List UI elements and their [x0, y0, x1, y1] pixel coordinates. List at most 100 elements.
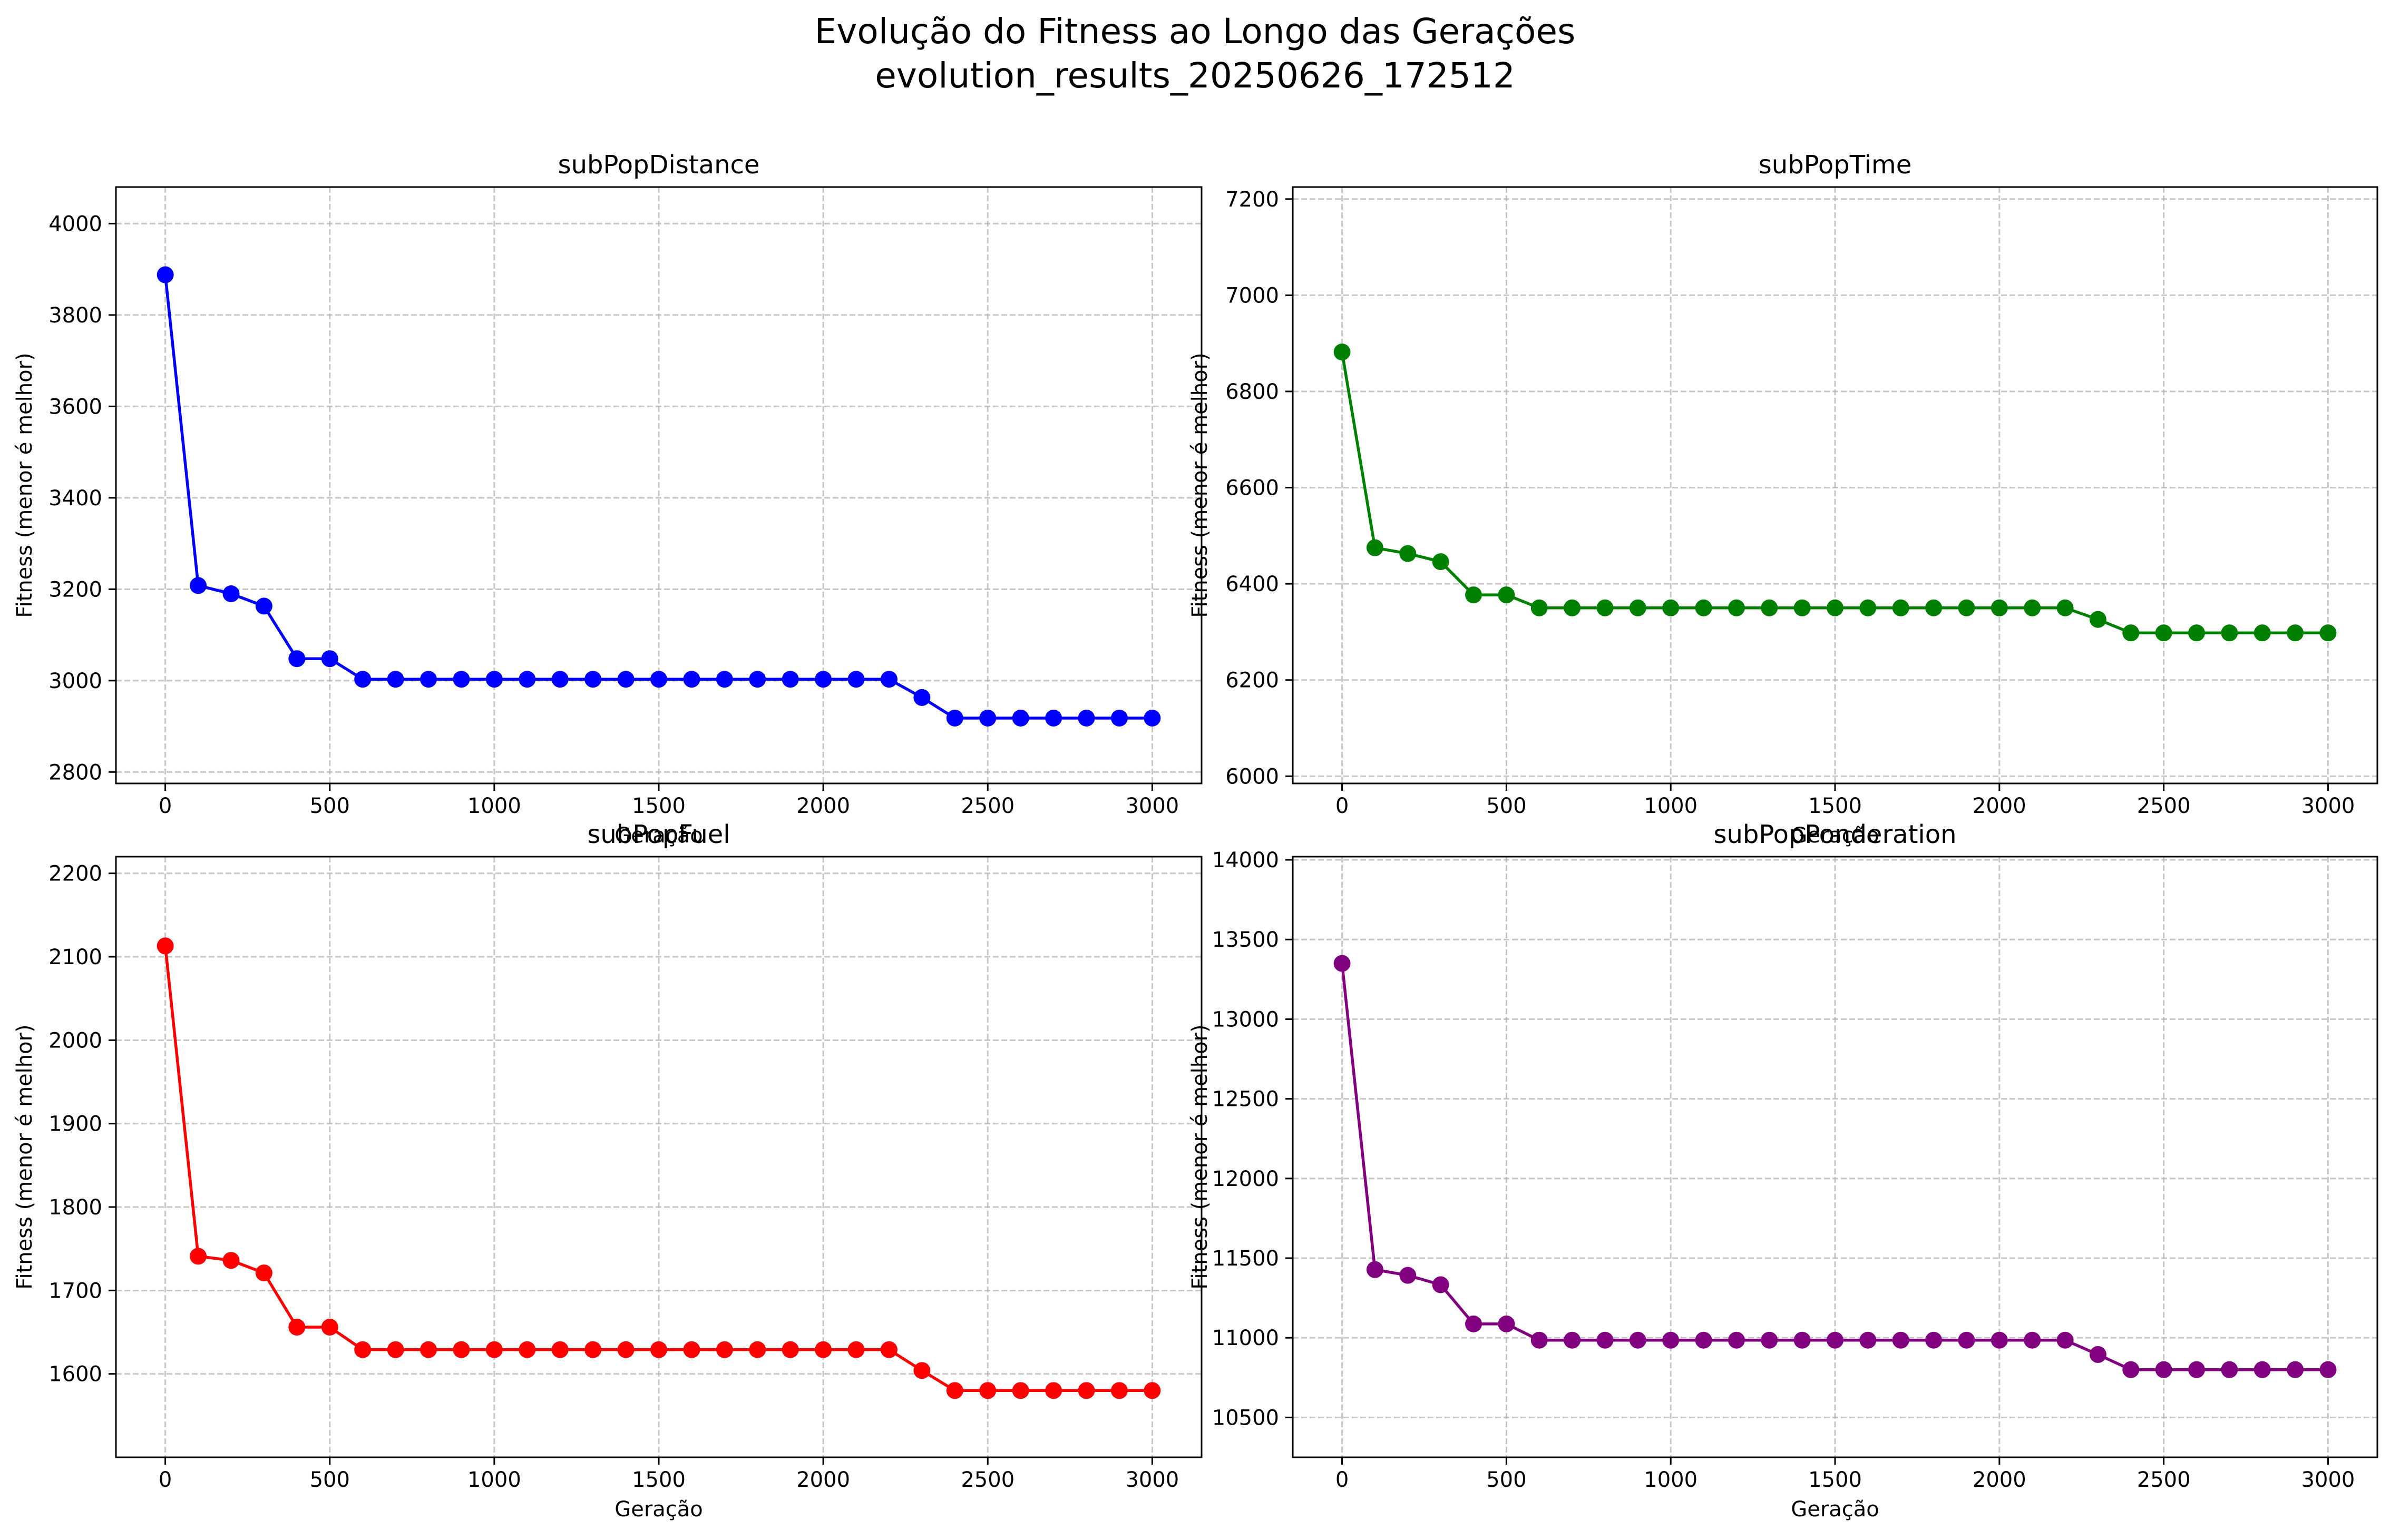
- data-point: [321, 650, 338, 668]
- data-point: [2221, 624, 2238, 642]
- data-point: [485, 1341, 503, 1358]
- data-point: [1432, 1276, 1449, 1293]
- figure-title: Evolução do Fitness ao Longo das Geraçõe…: [0, 9, 2390, 98]
- data-point: [584, 1341, 602, 1358]
- data-point: [2155, 1361, 2172, 1378]
- data-point: [1596, 1331, 1614, 1349]
- y-tick-label: 2800: [48, 760, 102, 784]
- data-point: [1958, 1331, 1975, 1349]
- x-tick-label: 2000: [796, 794, 850, 818]
- data-point: [1761, 599, 1778, 616]
- chart-panel-4: 0 500 1000 1500 2000 2500 3000 10500 11000 11500 1…: [1188, 820, 2378, 1522]
- data-point: [716, 671, 733, 688]
- data-point: [650, 671, 667, 688]
- data-point: [354, 671, 372, 688]
- x-tick-label: 2500: [961, 1468, 1014, 1492]
- data-point: [749, 1341, 766, 1358]
- data-point: [420, 1341, 437, 1358]
- data-point: [2122, 1361, 2140, 1378]
- data-point: [2319, 1361, 2337, 1378]
- data-point: [1110, 709, 1128, 727]
- y-tick-label: 2100: [48, 945, 102, 969]
- data-point: [1564, 1331, 1581, 1349]
- x-tick-label: 1500: [632, 794, 686, 818]
- chart-title: subPopTime: [1759, 150, 1911, 180]
- data-point: [551, 671, 569, 688]
- data-point: [1925, 1331, 1943, 1349]
- y-tick-label: 13500: [1212, 928, 1279, 952]
- y-tick-label: 7000: [1225, 283, 1279, 308]
- data-point: [979, 709, 997, 727]
- y-tick-label: 3000: [48, 669, 102, 693]
- data-point: [1564, 599, 1581, 616]
- data-point: [1333, 344, 1351, 361]
- x-axis-label: Geração: [614, 823, 703, 848]
- y-tick-label: 11500: [1212, 1247, 1279, 1271]
- data-point: [1728, 1331, 1745, 1349]
- y-tick-label: 6800: [1225, 380, 1279, 404]
- data-point: [782, 671, 799, 688]
- chart-title: subPopDistance: [558, 150, 760, 180]
- data-point: [1530, 599, 1548, 616]
- data-point: [749, 671, 766, 688]
- chart-title: subPopPonderation: [1713, 820, 1956, 849]
- data-point: [1629, 1331, 1646, 1349]
- data-point: [222, 1252, 240, 1269]
- data-point: [1399, 1267, 1417, 1284]
- x-axis-label: Geração: [614, 1497, 703, 1522]
- data-point: [157, 266, 174, 283]
- data-point: [157, 937, 174, 955]
- y-tick-label: 7200: [1225, 188, 1279, 212]
- y-tick-label: 6400: [1225, 572, 1279, 596]
- data-point: [617, 1341, 635, 1358]
- data-point: [1012, 1382, 1029, 1399]
- data-point: [1695, 599, 1712, 616]
- chart-panel-3: 0 500 1000 1500 2000 2500 3000 1600 1700 1800 1900…: [13, 820, 1203, 1522]
- data-point: [1333, 955, 1351, 972]
- data-point: [815, 1341, 832, 1358]
- chart-title: subPopFuel: [587, 820, 730, 849]
- y-tick-label: 6600: [1225, 476, 1279, 501]
- x-tick-label: 1000: [1644, 794, 1698, 818]
- x-tick-label: 0: [159, 1468, 172, 1492]
- data-point: [1078, 1382, 1095, 1399]
- x-tick-label: 3000: [1125, 1468, 1179, 1492]
- data-point: [1892, 1331, 1909, 1349]
- x-axis-label: Geração: [1791, 1497, 1879, 1522]
- y-tick-label: 6200: [1225, 669, 1279, 693]
- data-point: [1793, 599, 1811, 616]
- data-point: [880, 671, 898, 688]
- data-point: [2254, 624, 2271, 642]
- data-point: [1078, 709, 1095, 727]
- data-point: [716, 1341, 733, 1358]
- chart-panel-2: 0 500 1000 1500 2000 2500 3000 6000 6200 6400 6600…: [1188, 150, 2378, 848]
- data-point: [2188, 624, 2205, 642]
- data-point: [1399, 545, 1417, 562]
- data-point: [519, 1341, 536, 1358]
- data-point: [2155, 624, 2172, 642]
- y-tick-label: 4000: [48, 212, 102, 236]
- y-tick-label: 1800: [48, 1195, 102, 1220]
- data-point: [1366, 539, 1383, 556]
- data-point: [485, 671, 503, 688]
- x-tick-label: 0: [1335, 794, 1349, 818]
- x-tick-label: 2500: [961, 794, 1014, 818]
- y-tick-label: 3600: [48, 395, 102, 419]
- data-point: [1432, 553, 1449, 571]
- y-tick-label: 10500: [1212, 1406, 1279, 1430]
- data-point: [1925, 599, 1943, 616]
- y-tick-label: 3400: [48, 486, 102, 511]
- data-point: [2221, 1361, 2238, 1378]
- data-point: [2024, 1331, 2041, 1349]
- data-point: [880, 1341, 898, 1358]
- data-point: [288, 1319, 306, 1336]
- data-point: [387, 671, 404, 688]
- y-tick-label: 3800: [48, 303, 102, 328]
- data-point: [1793, 1331, 1811, 1349]
- data-point: [2056, 599, 2074, 616]
- data-point: [584, 671, 602, 688]
- data-point: [782, 1341, 799, 1358]
- x-tick-label: 500: [1486, 1468, 1526, 1492]
- x-tick-label: 1500: [632, 1468, 686, 1492]
- data-point: [2024, 599, 2041, 616]
